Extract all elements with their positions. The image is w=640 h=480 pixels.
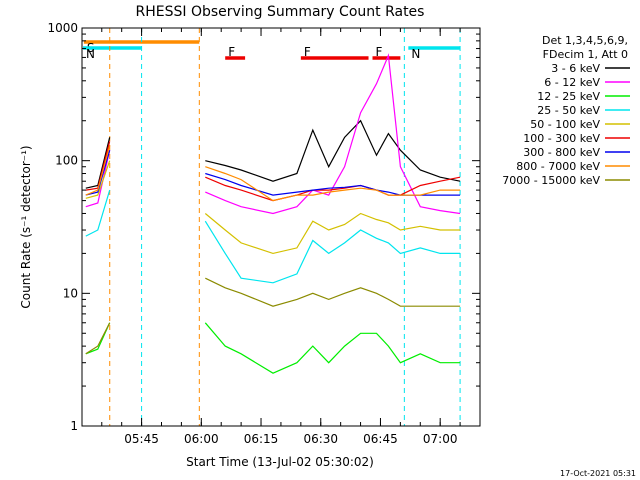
series-line	[85, 119, 461, 189]
y-tick-label: 10	[63, 286, 78, 300]
flag-label: F	[228, 45, 235, 59]
series-line	[85, 53, 461, 215]
x-tick-label: 06:15	[244, 432, 279, 446]
series-lines	[85, 53, 461, 374]
y-tick-label: 100	[55, 154, 78, 168]
legend: Det 1,3,4,5,6,9,FDecim 1, Att 03 - 6 keV…	[502, 34, 630, 187]
legend-entry-label: 3 - 6 keV	[551, 62, 600, 75]
footer-timestamp: 17-Oct-2021 05:31	[560, 469, 636, 478]
flag-label: F	[376, 45, 383, 59]
x-tick-label: 06:45	[363, 432, 398, 446]
legend-header: FDecim 1, Att 0	[543, 48, 628, 61]
flag-label: N	[86, 47, 95, 61]
y-axis: 1 10 100 1000	[47, 21, 480, 433]
legend-entry-label: 6 - 12 keV	[544, 76, 600, 89]
flag-label: F	[304, 45, 311, 59]
x-tick-label: 06:30	[303, 432, 338, 446]
x-axis-label: Start Time (13-Jul-02 05:30:02)	[186, 455, 374, 469]
x-tick-label: 05:45	[124, 432, 159, 446]
legend-header: Det 1,3,4,5,6,9,	[542, 34, 628, 47]
y-tick-label: 1	[70, 419, 78, 433]
legend-entry-label: 300 - 800 keV	[523, 146, 600, 159]
y-axis-label: Count Rate (s⁻¹ detector⁻¹)	[19, 145, 33, 308]
legend-entry-label: 25 - 50 keV	[537, 104, 600, 117]
legend-entry-label: 7000 - 15000 keV	[502, 174, 600, 187]
series-line	[85, 277, 461, 355]
series-line	[85, 145, 461, 202]
legend-entry-label: 100 - 300 keV	[523, 132, 600, 145]
series-line	[85, 189, 461, 284]
legend-entry-label: 12 - 25 keV	[537, 90, 600, 103]
flag-label: N	[411, 47, 420, 61]
y-tick-label: 1000	[47, 21, 78, 35]
observing-flags: SNNFFF	[83, 40, 461, 61]
x-tick-label: 06:00	[184, 432, 219, 446]
x-tick-label: 07:00	[423, 432, 458, 446]
x-axis: 05:45 06:00 06:15 06:30 06:45 07:00	[101, 28, 481, 446]
event-lines	[109, 28, 461, 426]
series-line	[85, 160, 461, 255]
legend-entry-label: 800 - 7000 keV	[516, 160, 600, 173]
chart-title: RHESSI Observing Summary Count Rates	[136, 4, 425, 20]
legend-entry-label: 50 - 100 keV	[530, 118, 600, 131]
